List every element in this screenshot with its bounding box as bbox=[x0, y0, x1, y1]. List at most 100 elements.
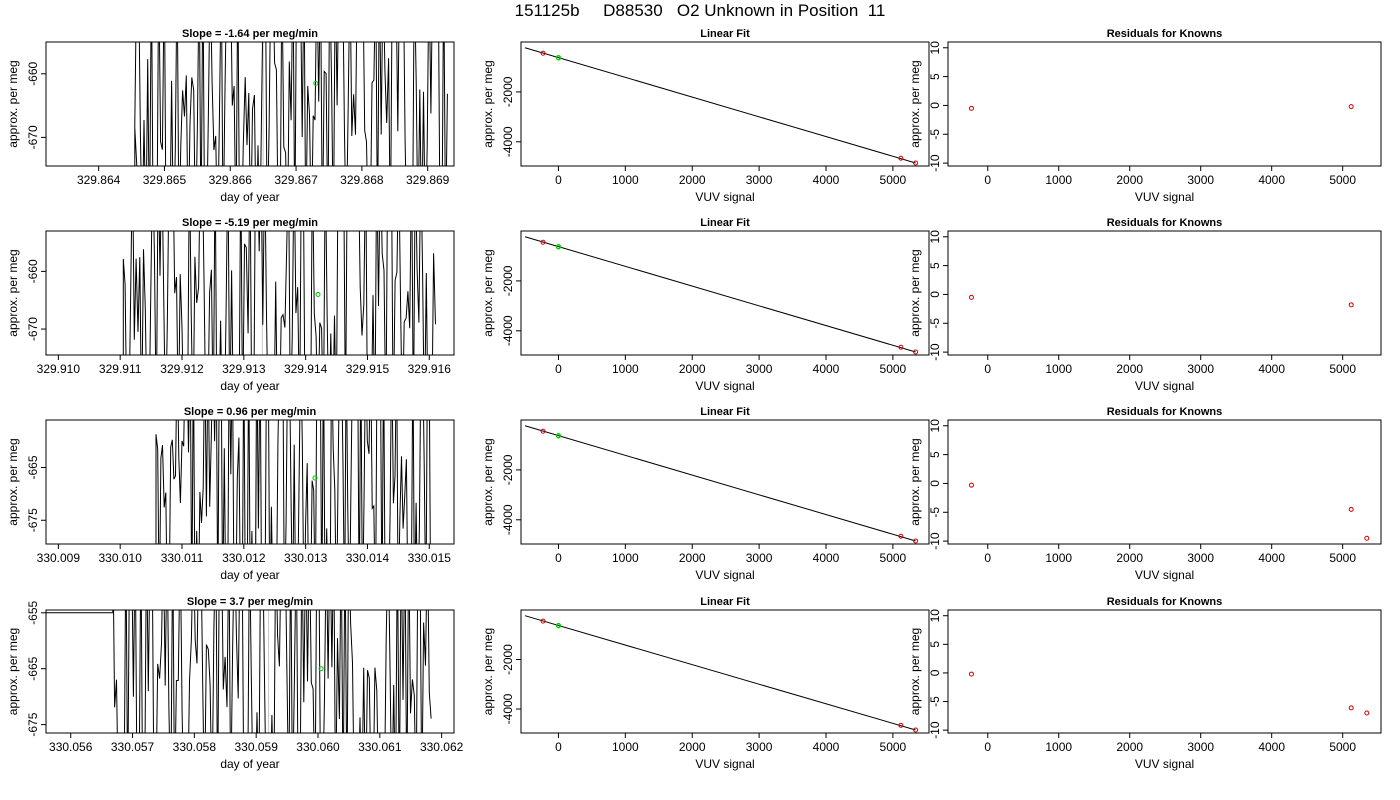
panel-r3c3: Residuals for Knowns 0 1000 2000 3000 4000 500… bbox=[908, 406, 1382, 582]
y-tick-label: -2000 bbox=[501, 76, 515, 107]
x-tick-label: 330.014 bbox=[346, 551, 390, 565]
plot-frame bbox=[520, 609, 930, 734]
y-tick-label: -4000 bbox=[501, 126, 515, 157]
y-tick-label: -655 bbox=[26, 600, 40, 624]
known-point bbox=[540, 618, 546, 624]
x-tick-label: 4000 bbox=[813, 740, 840, 754]
unknown-marker bbox=[313, 80, 319, 86]
residual-point bbox=[968, 482, 974, 488]
plot-frame bbox=[45, 609, 455, 734]
x-tick-label: 3000 bbox=[1187, 362, 1214, 376]
panel-title: Slope = 0.96 per meg/min bbox=[184, 406, 317, 418]
series-line bbox=[122, 231, 436, 355]
panel-r4c1: Slope = 3.7 per meg/min 330.056 330.057 330… bbox=[6, 596, 464, 771]
y-tick-label: -675 bbox=[26, 712, 40, 736]
plot-frame bbox=[520, 419, 930, 545]
y-tick-label: 10 bbox=[928, 230, 942, 244]
x-tick-label: 330.061 bbox=[358, 740, 402, 754]
panel-title: Residuals for Knowns bbox=[1107, 596, 1223, 608]
x-tick-label: 2000 bbox=[1116, 740, 1143, 754]
fit-line bbox=[524, 47, 916, 164]
y-tick-label: -4000 bbox=[501, 315, 515, 346]
plot-frame bbox=[45, 41, 455, 167]
y-axis-label: approx. per meg bbox=[6, 60, 20, 147]
series-line bbox=[134, 42, 448, 166]
y-tick-label: -10 bbox=[928, 532, 942, 550]
y-tick-label: 5 bbox=[928, 262, 942, 269]
known-point bbox=[913, 160, 919, 166]
y-tick-label: 10 bbox=[928, 609, 942, 623]
x-tick-label: 330.060 bbox=[296, 740, 340, 754]
panel-r2c1: Slope = -5.19 per meg/min 329.910 329.911 3… bbox=[6, 217, 455, 393]
x-axis-label: day of year bbox=[220, 379, 279, 393]
y-tick-label: -5 bbox=[928, 507, 942, 518]
x-tick-label: 4000 bbox=[1258, 740, 1285, 754]
x-tick-label: 0 bbox=[555, 362, 562, 376]
x-tick-label: 329.913 bbox=[222, 362, 266, 376]
y-axis-label: approx. per meg bbox=[481, 628, 495, 715]
known-point bbox=[913, 727, 919, 733]
x-tick-label: 0 bbox=[984, 173, 991, 187]
x-tick-label: 329.869 bbox=[406, 173, 450, 187]
y-tick-label: -2000 bbox=[501, 265, 515, 296]
x-tick-label: 5000 bbox=[1329, 551, 1356, 565]
known-point bbox=[898, 155, 904, 161]
x-axis-label: VUV signal bbox=[695, 568, 754, 582]
x-tick-label: 330.009 bbox=[37, 551, 81, 565]
x-tick-label: 330.011 bbox=[161, 551, 204, 565]
panel-r2c3: Residuals for Knowns 0 1000 2000 3000 4000 500… bbox=[908, 217, 1382, 393]
plot-area bbox=[46, 420, 431, 544]
y-tick-label: -2000 bbox=[501, 644, 515, 675]
panel-title: Slope = -5.19 per meg/min bbox=[182, 217, 318, 229]
x-tick-label: 3000 bbox=[746, 740, 773, 754]
x-tick-label: 2000 bbox=[679, 551, 706, 565]
x-tick-label: 0 bbox=[984, 551, 991, 565]
x-axis-label: VUV signal bbox=[1135, 757, 1194, 771]
panel-r3c1: Slope = 0.96 per meg/min 330.009 330.010 33… bbox=[6, 406, 455, 582]
x-tick-label: 329.864 bbox=[77, 173, 121, 187]
x-tick-label: 5000 bbox=[880, 173, 907, 187]
x-tick-label: 329.865 bbox=[143, 173, 187, 187]
x-tick-label: 329.914 bbox=[284, 362, 328, 376]
unknown-point bbox=[555, 55, 561, 61]
x-axis-label: day of year bbox=[220, 568, 279, 582]
x-tick-label: 1000 bbox=[612, 551, 639, 565]
plot-frame bbox=[947, 41, 1382, 167]
panel-title: Linear Fit bbox=[700, 406, 750, 418]
x-tick-label: 329.911 bbox=[99, 362, 142, 376]
y-tick-label: -10 bbox=[928, 154, 942, 172]
x-tick-label: 4000 bbox=[1258, 173, 1285, 187]
y-tick-label: -660 bbox=[26, 259, 40, 283]
x-tick-label: 0 bbox=[555, 173, 562, 187]
panel-r4c3: Residuals for Knowns 0 1000 2000 3000 4000 500… bbox=[908, 596, 1382, 771]
plot-area bbox=[968, 104, 1354, 111]
y-tick-label: -2000 bbox=[501, 454, 515, 485]
x-tick-label: 330.059 bbox=[234, 740, 278, 754]
x-tick-label: 4000 bbox=[813, 173, 840, 187]
y-tick-label: -660 bbox=[26, 61, 40, 85]
x-tick-label: 329.912 bbox=[160, 362, 204, 376]
y-tick-label: -670 bbox=[26, 317, 40, 341]
y-axis-label: approx. per meg bbox=[481, 60, 495, 147]
x-axis-label: VUV signal bbox=[695, 190, 754, 204]
plot-frame bbox=[947, 609, 1382, 734]
y-tick-label: 0 bbox=[928, 291, 942, 298]
known-point bbox=[898, 344, 904, 350]
known-point bbox=[913, 538, 919, 544]
x-tick-label: 2000 bbox=[679, 362, 706, 376]
residual-point bbox=[1348, 506, 1354, 512]
plot-frame bbox=[45, 419, 455, 545]
x-tick-label: 330.062 bbox=[420, 740, 464, 754]
x-tick-label: 1000 bbox=[1045, 740, 1072, 754]
plot-area bbox=[524, 47, 919, 166]
x-tick-label: 329.868 bbox=[340, 173, 384, 187]
x-tick-label: 1000 bbox=[612, 740, 639, 754]
series-line bbox=[112, 610, 432, 733]
x-tick-label: 329.910 bbox=[37, 362, 81, 376]
y-tick-label: -5 bbox=[928, 696, 942, 707]
x-tick-label: 2000 bbox=[1116, 362, 1143, 376]
plot-area bbox=[968, 482, 1370, 541]
known-point bbox=[898, 722, 904, 728]
